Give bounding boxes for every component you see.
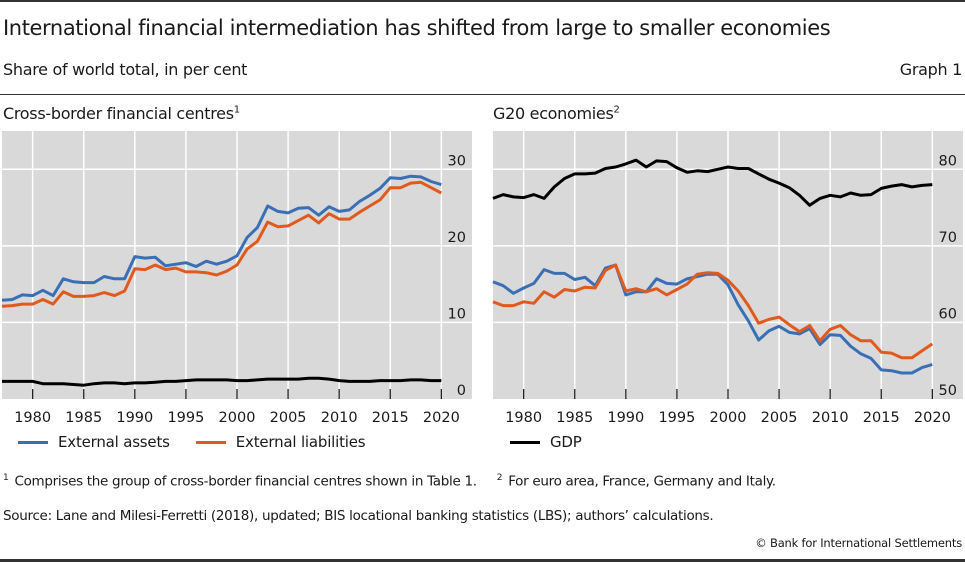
panel-title-left-text: Cross-border financial centres: [3, 104, 234, 123]
footnote-marker-2: 2: [613, 104, 620, 116]
x-tick-label: 2010: [321, 410, 358, 426]
panel-title-right: G20 economies2: [493, 104, 620, 123]
chart-right-g20-economies: 1980 1985 1990 1995 2000 2005 2010 2015 2020 50 60…: [492, 131, 963, 426]
y-tick-label: 0: [457, 383, 466, 399]
series-line-external-assets: [1, 174, 442, 302]
copyright: © Bank for International Settlements: [755, 536, 962, 550]
chart-subtitle: Share of world total, in per cent: [3, 60, 248, 79]
footnote-1-text: Comprises the group of cross-border fina…: [14, 473, 477, 490]
chart-left-cross-border-centres: 1980 1985 1990 1995 2000 2005 2010 2015 2020 0 10 2…: [1, 131, 472, 426]
series-line-external-liabilities: [492, 263, 934, 360]
source-note: Source: Lane and Milesi-Ferretti (2018),…: [3, 508, 714, 524]
legend-swatch-external-liabilities: [195, 440, 226, 444]
x-tick-label: 1980: [14, 410, 51, 426]
x-tick-label: 2020: [914, 410, 951, 426]
series-line-gdp: [2, 376, 442, 387]
bottom-rule: [0, 559, 965, 562]
x-tick-label: 2010: [812, 410, 849, 426]
legend-label-external-liabilities: External liabilities: [235, 433, 366, 451]
x-tick-label: 2015: [372, 410, 409, 426]
x-tick-label: 2000: [219, 410, 256, 426]
y-tick-label: 50: [939, 383, 957, 399]
chart-title: International financial intermediation h…: [3, 16, 831, 40]
x-tick-label: 1985: [65, 410, 102, 426]
legend-item-external-assets: External assets: [18, 433, 170, 451]
graph-number: Graph 1: [899, 60, 963, 79]
x-tick-label: 1995: [167, 410, 204, 426]
legend-label-gdp: GDP: [550, 433, 582, 451]
footnote-2-marker: 2: [496, 473, 503, 483]
legend-label-external-assets: External assets: [58, 433, 170, 451]
legend-item-gdp: GDP: [510, 433, 582, 451]
series-line-external-liabilities: [1, 180, 442, 308]
y-tick-label: 20: [448, 230, 466, 246]
footnotes: 1 Comprises the group of cross-border fin…: [3, 473, 776, 490]
header-rule: [0, 94, 965, 95]
x-tick-label: 2005: [761, 410, 798, 426]
footnote-marker-1: 1: [233, 104, 240, 116]
y-tick-label: 30: [448, 153, 466, 169]
panel-title-left: Cross-border financial centres1: [3, 104, 240, 123]
x-tick-label: 1990: [116, 410, 153, 426]
x-tick-label: 1990: [607, 410, 644, 426]
footnote-2-text: For euro area, France, Germany and Italy…: [508, 473, 776, 490]
x-tick-label: 2020: [423, 410, 460, 426]
top-rule: [0, 0, 965, 2]
footnote-1-marker: 1: [3, 473, 9, 483]
legend-left: External assets External liabilities: [18, 433, 366, 451]
y-tick-label: 60: [939, 306, 957, 322]
y-tick-label: 70: [939, 230, 957, 246]
x-tick-label: 1985: [556, 410, 593, 426]
x-tick-label: 2005: [270, 410, 307, 426]
y-tick-label: 10: [448, 306, 466, 322]
x-tick-label: 2015: [863, 410, 900, 426]
legend-swatch-external-assets: [18, 440, 48, 444]
series-line-gdp: [492, 158, 933, 207]
legend-right: GDP: [510, 433, 582, 451]
x-tick-label: 1995: [658, 410, 695, 426]
x-tick-label: 2000: [710, 410, 747, 426]
x-tick-label: 1980: [505, 410, 542, 426]
panel-title-right-text: G20 economies: [493, 104, 614, 123]
y-tick-label: 80: [939, 153, 957, 169]
legend-item-external-liabilities: External liabilities: [195, 433, 366, 451]
legend-swatch-gdp: [510, 440, 540, 444]
